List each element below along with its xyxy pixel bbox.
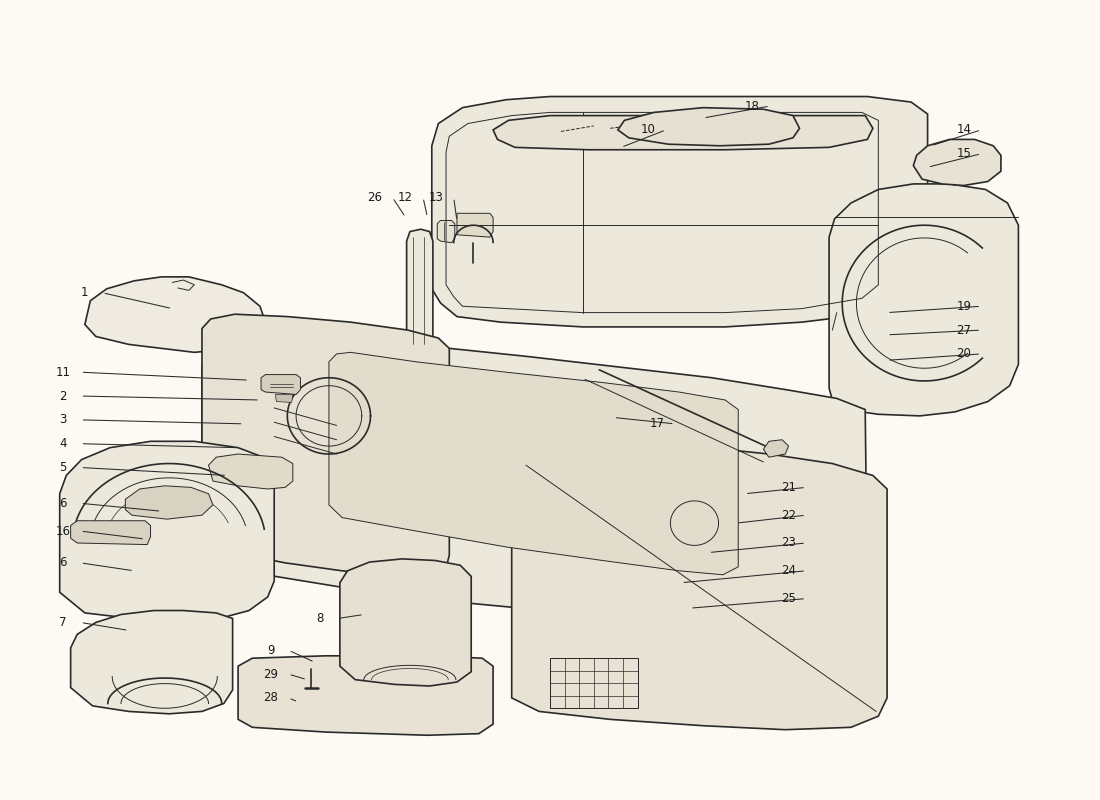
Text: 11: 11 (55, 366, 70, 378)
Text: 5: 5 (59, 461, 67, 474)
Text: 13: 13 (429, 191, 443, 204)
Polygon shape (275, 394, 293, 402)
Text: 12: 12 (398, 191, 412, 204)
Polygon shape (829, 184, 1019, 416)
Polygon shape (202, 341, 868, 626)
Polygon shape (59, 442, 274, 621)
Text: 28: 28 (264, 691, 278, 705)
Text: 8: 8 (317, 612, 323, 625)
Polygon shape (618, 108, 800, 146)
Text: 6: 6 (59, 556, 67, 570)
Text: 29: 29 (263, 667, 278, 681)
Text: 23: 23 (781, 537, 796, 550)
Text: 18: 18 (745, 99, 760, 113)
Polygon shape (928, 150, 990, 179)
Polygon shape (456, 214, 493, 237)
Polygon shape (913, 139, 1001, 186)
Text: 7: 7 (59, 616, 67, 629)
Text: 9: 9 (267, 644, 275, 657)
Polygon shape (70, 521, 151, 545)
Text: 3: 3 (59, 414, 67, 426)
Polygon shape (202, 314, 449, 576)
Polygon shape (407, 229, 433, 352)
Polygon shape (261, 374, 300, 394)
Text: 10: 10 (641, 123, 656, 136)
Polygon shape (209, 454, 293, 489)
Polygon shape (438, 221, 454, 242)
Polygon shape (70, 610, 232, 714)
Text: 2: 2 (59, 390, 67, 402)
Text: 21: 21 (781, 481, 796, 494)
Text: 16: 16 (55, 525, 70, 538)
Polygon shape (432, 97, 927, 327)
Text: 4: 4 (59, 437, 67, 450)
Polygon shape (238, 656, 493, 735)
Text: 27: 27 (956, 323, 971, 337)
Text: 22: 22 (781, 509, 796, 522)
Polygon shape (493, 115, 873, 150)
Text: 17: 17 (650, 418, 664, 430)
Text: 1: 1 (81, 286, 89, 299)
Text: 15: 15 (956, 147, 971, 160)
Polygon shape (222, 344, 241, 356)
Text: 20: 20 (956, 347, 971, 361)
Polygon shape (340, 559, 471, 686)
Text: 26: 26 (367, 191, 383, 204)
Polygon shape (85, 277, 265, 352)
Polygon shape (512, 436, 887, 730)
Polygon shape (329, 352, 738, 574)
Text: 24: 24 (781, 564, 796, 578)
Text: 25: 25 (781, 592, 796, 605)
Text: 14: 14 (956, 123, 971, 136)
Polygon shape (125, 486, 213, 519)
Text: 19: 19 (956, 300, 971, 313)
Text: 6: 6 (59, 497, 67, 510)
Polygon shape (763, 440, 789, 457)
